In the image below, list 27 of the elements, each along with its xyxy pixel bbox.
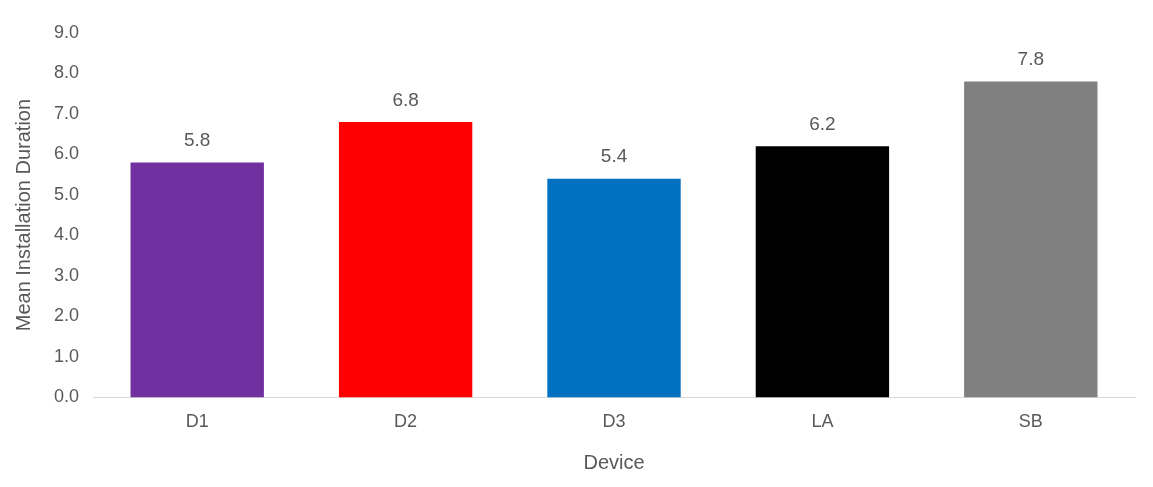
bar xyxy=(964,81,1098,398)
data-label: 5.4 xyxy=(600,145,628,167)
y-tick-label: 3.0 xyxy=(53,264,80,285)
y-tick-label: 4.0 xyxy=(53,224,80,245)
x-axis-title: Device xyxy=(583,450,645,473)
y-tick-label: 8.0 xyxy=(53,62,80,83)
data-label: 5.8 xyxy=(184,129,211,151)
bar xyxy=(547,178,681,398)
x-tick-label: D3 xyxy=(602,411,626,432)
data-label: 6.8 xyxy=(392,88,419,110)
y-tick-label: 2.0 xyxy=(53,305,80,326)
y-tick-label: 0.0 xyxy=(53,386,80,407)
y-tick-label: 7.0 xyxy=(53,102,80,123)
y-tick-label: 1.0 xyxy=(53,345,80,366)
x-tick-label: LA xyxy=(811,411,834,432)
y-tick-label: 6.0 xyxy=(53,143,80,164)
y-axis-title: Mean Installation Duration xyxy=(11,98,34,332)
x-tick-label: D2 xyxy=(394,411,418,432)
data-label: 6.2 xyxy=(809,112,836,134)
bar xyxy=(130,162,264,398)
y-tick-label: 9.0 xyxy=(53,21,80,42)
y-tick-label: 5.0 xyxy=(53,183,80,204)
x-tick-label: SB xyxy=(1018,411,1043,432)
bar xyxy=(338,121,473,398)
bar xyxy=(755,146,890,398)
data-label: 7.8 xyxy=(1017,48,1045,70)
x-tick-label: D1 xyxy=(185,411,209,432)
